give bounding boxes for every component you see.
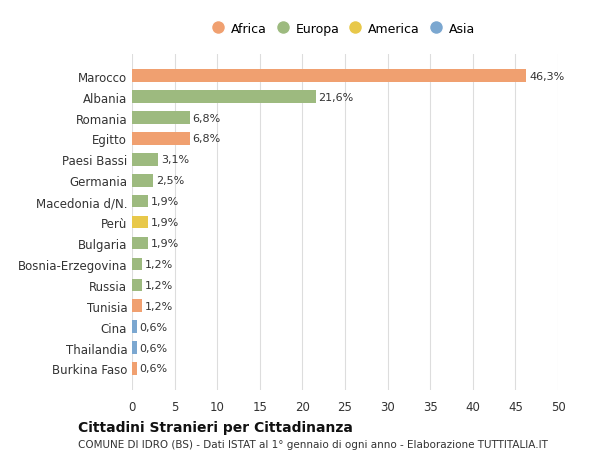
Text: 0,6%: 0,6% (140, 322, 168, 332)
Bar (132, 258, 142, 271)
Text: 3,1%: 3,1% (161, 155, 189, 165)
Text: 1,9%: 1,9% (151, 197, 179, 207)
Bar (132, 216, 148, 229)
Text: 6,8%: 6,8% (193, 113, 221, 123)
Text: 46,3%: 46,3% (529, 72, 564, 82)
Bar (132, 154, 158, 166)
Text: 2,5%: 2,5% (156, 176, 184, 186)
Text: 0,6%: 0,6% (140, 343, 168, 353)
Bar (132, 196, 148, 208)
Text: 6,8%: 6,8% (193, 134, 221, 144)
Bar (132, 341, 137, 354)
Text: 0,6%: 0,6% (140, 364, 168, 374)
Legend: Africa, Europa, America, Asia: Africa, Europa, America, Asia (210, 18, 480, 41)
Bar (132, 174, 154, 187)
Text: 21,6%: 21,6% (319, 92, 354, 102)
Bar (132, 237, 148, 250)
Bar (132, 363, 137, 375)
Text: Cittadini Stranieri per Cittadinanza: Cittadini Stranieri per Cittadinanza (78, 420, 353, 435)
Bar (132, 112, 190, 124)
Bar (132, 91, 316, 104)
Bar (132, 321, 137, 333)
Text: 1,2%: 1,2% (145, 259, 173, 269)
Bar (132, 70, 526, 83)
Text: 1,9%: 1,9% (151, 218, 179, 228)
Text: 1,2%: 1,2% (145, 280, 173, 290)
Text: 1,9%: 1,9% (151, 239, 179, 248)
Text: 1,2%: 1,2% (145, 301, 173, 311)
Bar (132, 279, 142, 291)
Text: COMUNE DI IDRO (BS) - Dati ISTAT al 1° gennaio di ogni anno - Elaborazione TUTTI: COMUNE DI IDRO (BS) - Dati ISTAT al 1° g… (78, 440, 548, 449)
Bar (132, 300, 142, 312)
Bar (132, 133, 190, 146)
